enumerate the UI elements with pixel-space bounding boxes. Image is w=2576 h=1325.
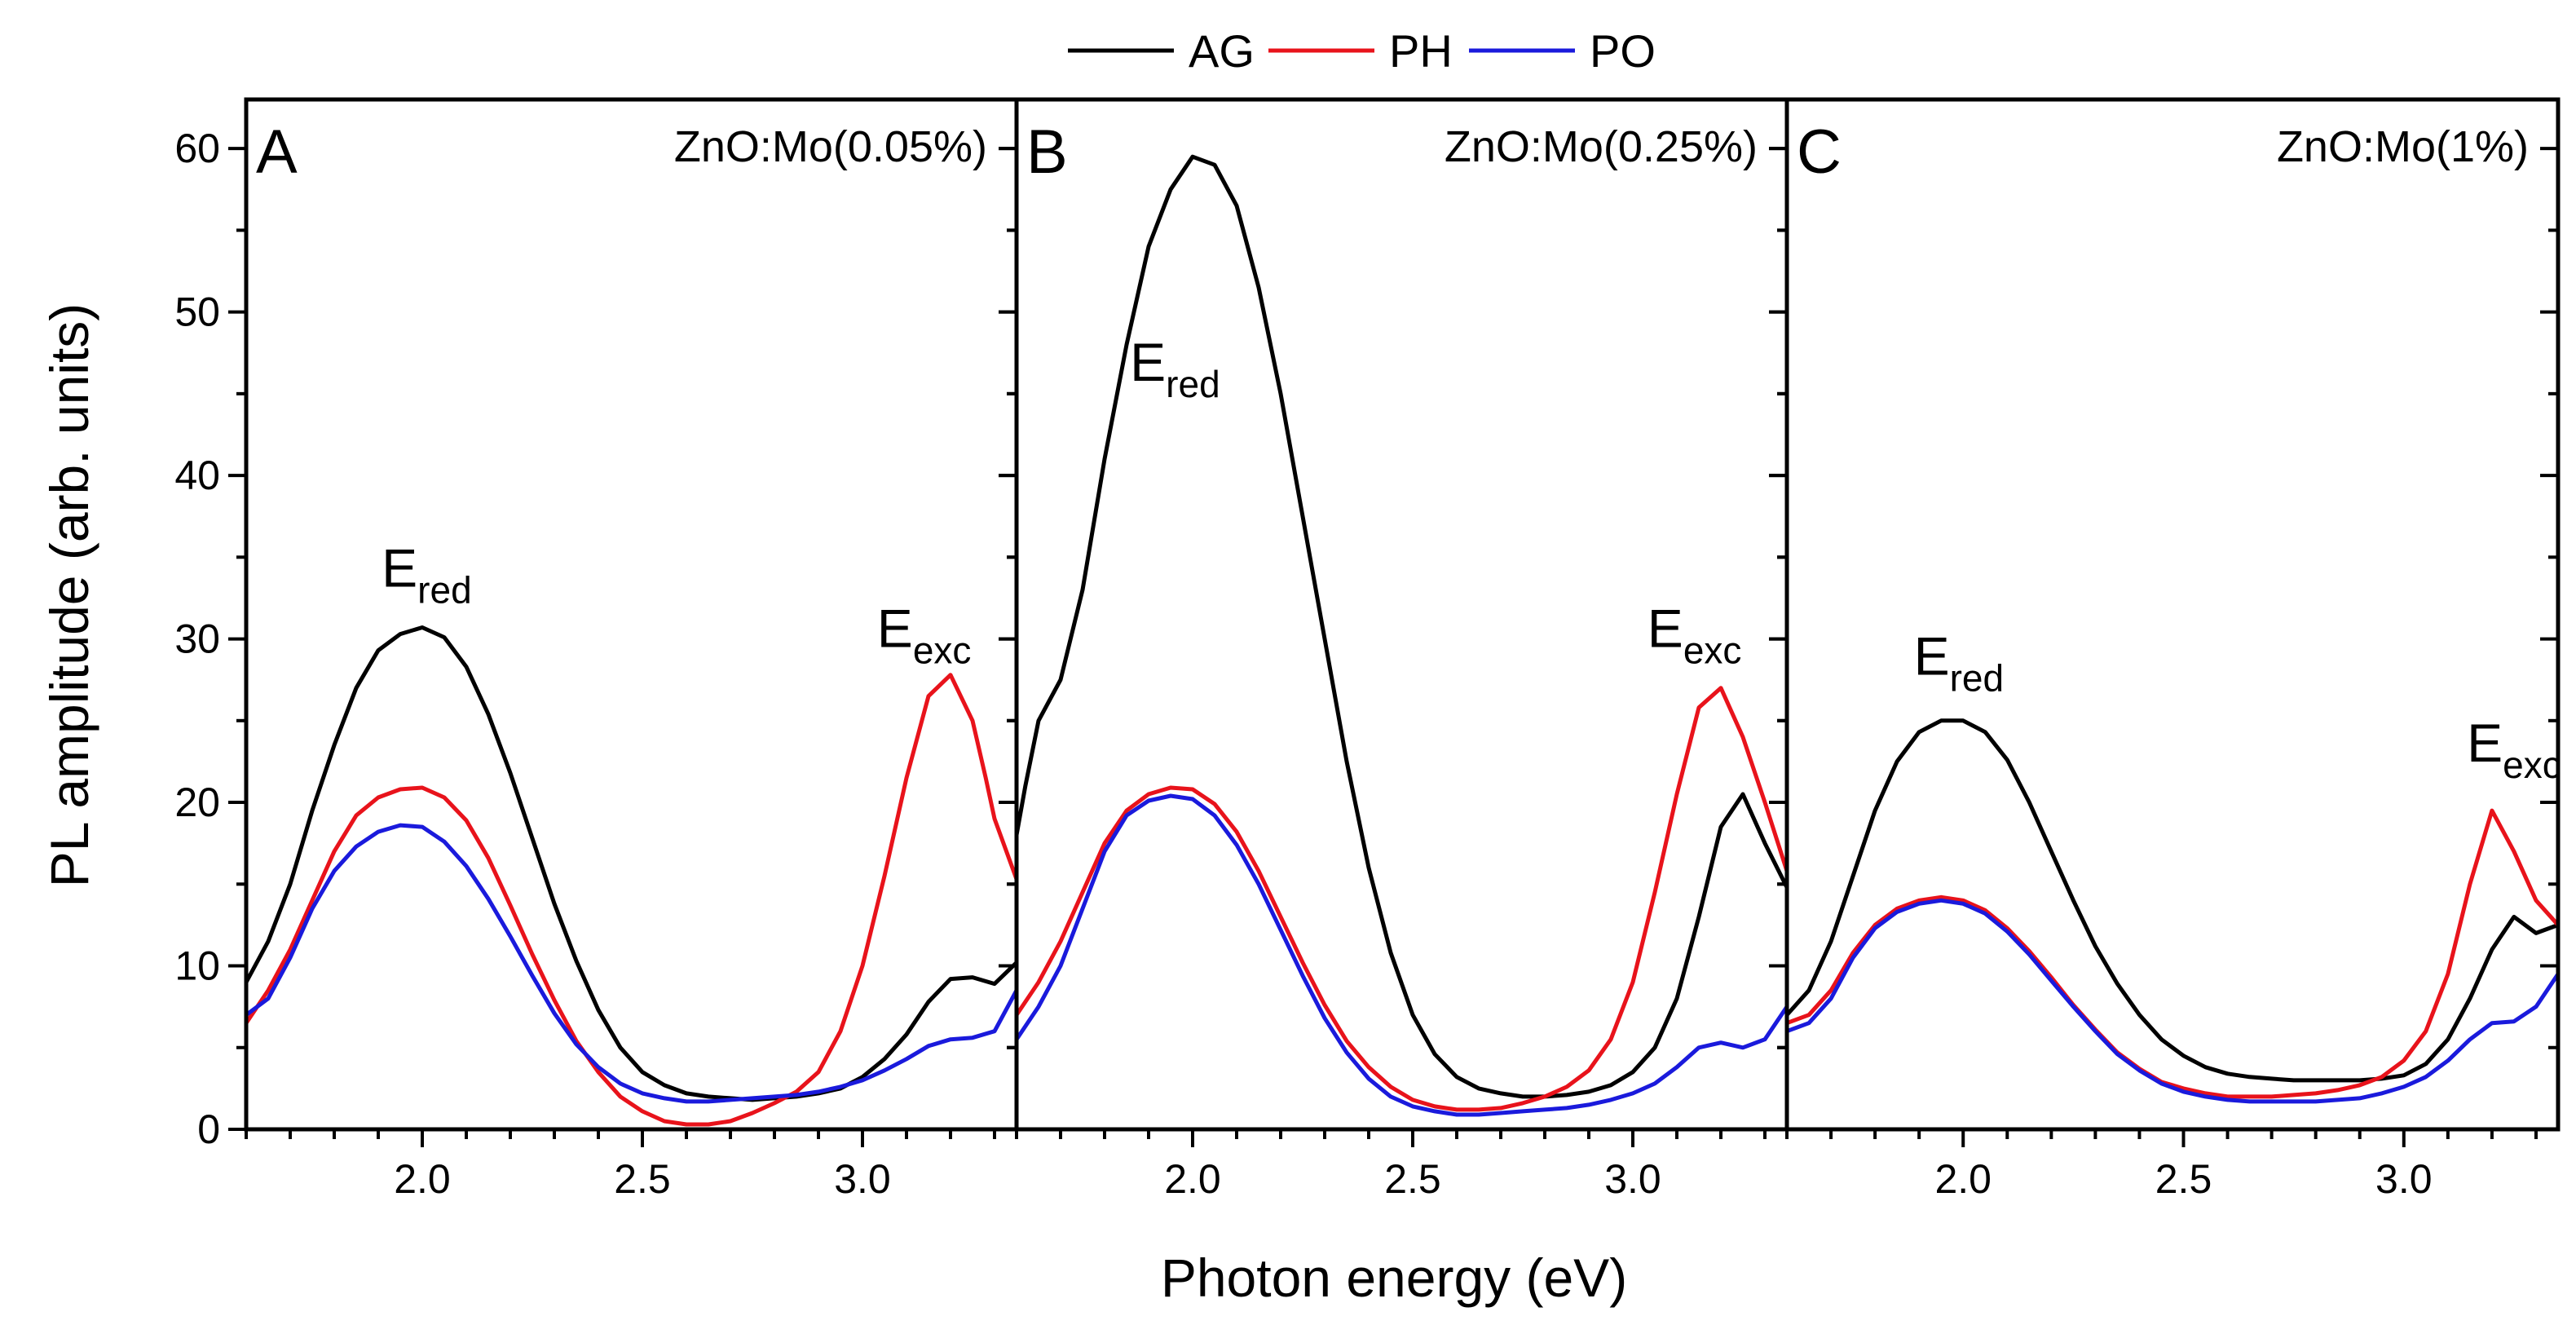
y-tick-label: 40 — [174, 453, 220, 498]
series-lines — [1017, 154, 1787, 1117]
panel-title: ZnO:Mo(1%) — [2277, 122, 2529, 171]
legend: AG PH PO — [1068, 25, 1656, 77]
panel-B: 2.0 2.5 3.0 B ZnO:Mo(0.25%) Ered Eexc — [999, 97, 1789, 1202]
y-axis-title: PL amplitude (arb. units) — [39, 303, 99, 888]
y-tick-label: 50 — [174, 289, 220, 335]
annotation-e-red: Ered — [1914, 626, 2005, 700]
x-tick-label: 3.0 — [834, 1156, 891, 1202]
panel-label: B — [1026, 117, 1068, 187]
x-tick-label: 3.0 — [2375, 1156, 2433, 1202]
panel-title: ZnO:Mo(0.05%) — [674, 122, 987, 171]
legend-label: PH — [1389, 25, 1453, 77]
annotation-e-red: Ered — [1130, 332, 1220, 405]
panel-A: 2.0 2.5 3.0 0 10 20 30 40 50 60 A ZnO:Mo(0.05%) Ered… — [174, 97, 1019, 1202]
series-ag-line — [1787, 718, 2558, 1083]
y-tick-label: 30 — [174, 616, 220, 662]
y-tick-label: 0 — [197, 1106, 220, 1152]
x-tick-label: 2.0 — [1164, 1156, 1221, 1202]
legend-item-ag: AG — [1068, 25, 1255, 77]
series-po-line — [246, 823, 1017, 1104]
legend-item-po: PO — [1469, 25, 1656, 77]
legend-item-ph: PH — [1268, 25, 1453, 77]
legend-label: PO — [1590, 25, 1656, 77]
series-ag-line — [246, 625, 1017, 1102]
series-ph-line — [1787, 808, 2558, 1099]
legend-label: AG — [1189, 25, 1255, 77]
annotation-e-red: Ered — [382, 537, 472, 611]
annotation-e-exc: Eexc — [1647, 598, 1742, 672]
x-tick-label: 2.5 — [614, 1156, 671, 1202]
y-tick-label: 10 — [174, 943, 220, 989]
series-lines — [246, 625, 1017, 1127]
series-ph-line — [1017, 686, 1787, 1112]
series-po-line — [1017, 793, 1787, 1117]
series-po-line — [1787, 898, 2558, 1104]
x-tick-label: 3.0 — [1604, 1156, 1661, 1202]
x-tick-label: 2.0 — [394, 1156, 451, 1202]
y-tick-label: 60 — [174, 126, 220, 171]
panel-label: A — [256, 117, 298, 187]
panel-C: 2.0 2.5 3.0 C ZnO:Mo(1%) Ered Eexc — [1769, 97, 2561, 1202]
annotation-e-exc: Eexc — [2467, 713, 2561, 786]
y-tick-label: 20 — [174, 780, 220, 825]
x-tick-label: 2.5 — [2155, 1156, 2212, 1202]
series-ag-line — [1017, 154, 1787, 1099]
x-tick-label: 2.5 — [1384, 1156, 1441, 1202]
panel-label: C — [1797, 117, 1842, 187]
x-tick-label: 2.0 — [1934, 1156, 1992, 1202]
series-lines — [1787, 718, 2558, 1104]
plot-frame — [1784, 97, 2561, 1132]
x-axis-title: Photon energy (eV) — [1161, 1248, 1627, 1308]
panels: 2.0 2.5 3.0 0 10 20 30 40 50 60 A ZnO:Mo(0.05%) Ered… — [174, 97, 2561, 1202]
annotation-e-exc: Eexc — [877, 598, 972, 672]
panel-title: ZnO:Mo(0.25%) — [1445, 122, 1758, 171]
series-ph-line — [246, 673, 1017, 1127]
